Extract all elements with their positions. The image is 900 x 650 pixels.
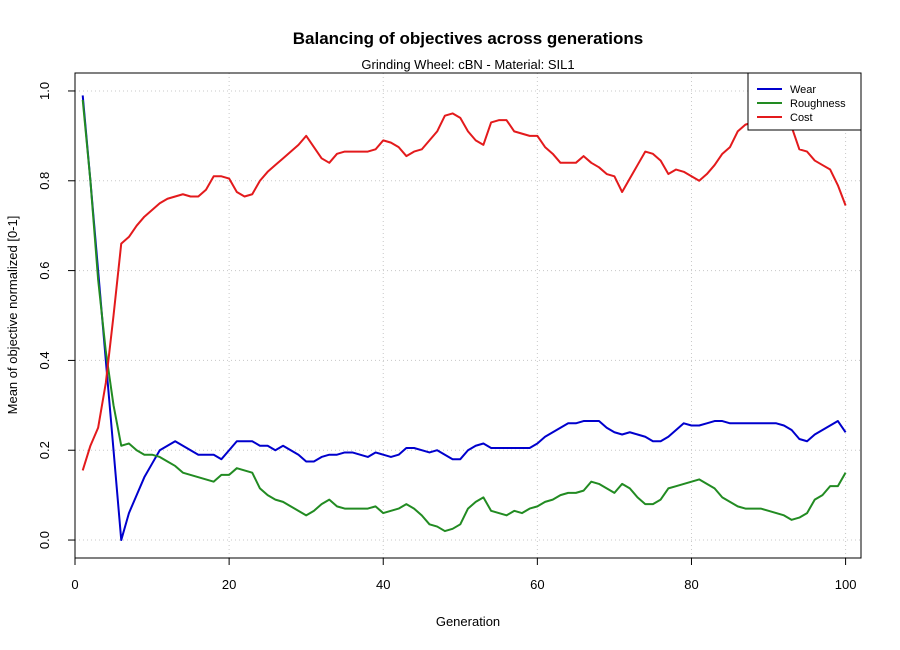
series-line-roughness — [81, 99, 847, 533]
x-tick-label: 20 — [222, 577, 236, 592]
legend-label-roughness: Roughness — [790, 98, 846, 110]
x-tick-label: 60 — [530, 577, 544, 592]
x-tick-label: 100 — [835, 577, 857, 592]
y-tick-label: 0.6 — [37, 262, 52, 280]
series-line-wear — [81, 95, 847, 542]
chart-title: Balancing of objectives across generatio… — [293, 29, 644, 48]
plot-frame — [74, 72, 862, 559]
series-lines — [81, 95, 847, 542]
y-tick-label: 0.2 — [37, 441, 52, 459]
axis-ticks: 0 20 40 60 80 100 0.0 0.2 0.4 0.6 0.8 1.0 — [37, 82, 856, 592]
x-tick-label: 80 — [684, 577, 698, 592]
legend-box — [747, 72, 862, 131]
y-tick-label: 0.4 — [37, 351, 52, 369]
y-axis-label: Mean of objective normalized [0-1] — [5, 216, 20, 415]
y-tick-label: 0.0 — [37, 531, 52, 549]
grid — [74, 73, 861, 558]
y-tick-label: 1.0 — [37, 82, 52, 100]
legend-label-cost: Cost — [790, 112, 813, 124]
x-tick-label: 0 — [71, 577, 78, 592]
y-tick-label: 0.8 — [37, 172, 52, 190]
x-axis-label: Generation — [436, 614, 500, 629]
x-tick-label: 40 — [376, 577, 390, 592]
chart-subtitle: Grinding Wheel: cBN - Material: SIL1 — [361, 57, 574, 72]
legend-label-wear: Wear — [790, 84, 816, 96]
legend: Wear Roughness Cost — [747, 72, 862, 131]
series-line-cost — [81, 112, 847, 471]
